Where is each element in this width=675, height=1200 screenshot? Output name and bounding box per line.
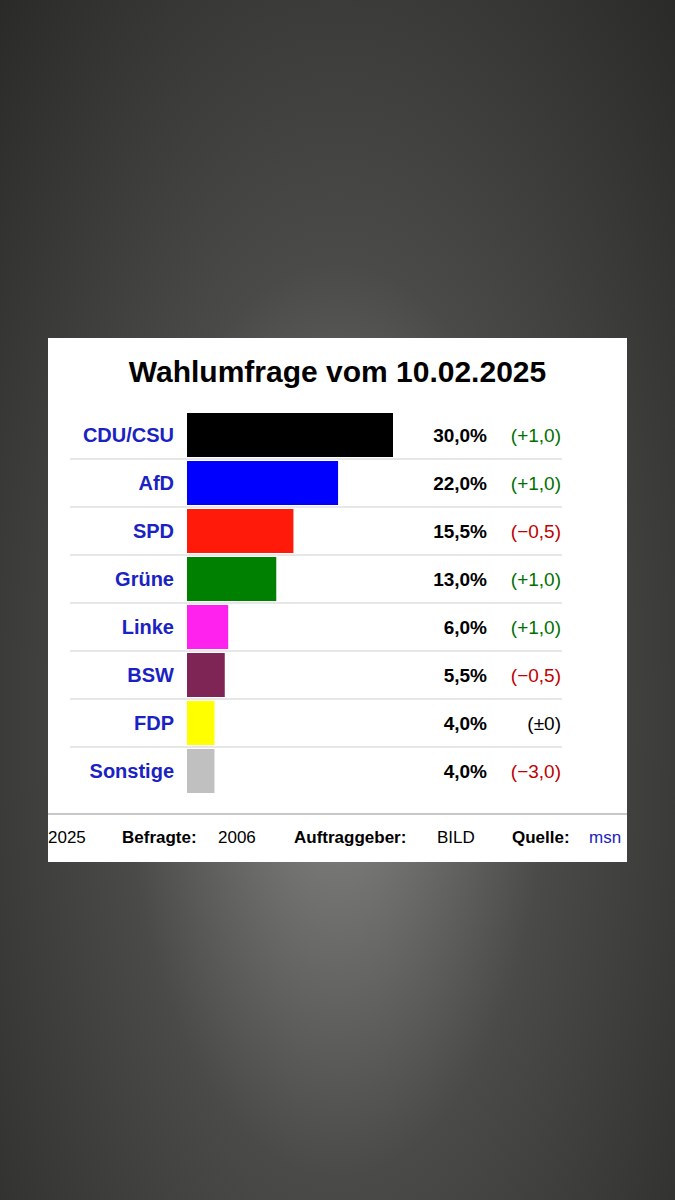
svg-text:(−0,5): (−0,5) <box>511 665 561 686</box>
html-text:2025: 2025 <box>48 828 86 847</box>
svg-text:AfD: AfD <box>138 472 174 494</box>
svg-text:FDP: FDP <box>134 712 174 734</box>
svg-text:Grüne: Grüne <box>115 568 174 590</box>
svg-text:(±0): (±0) <box>527 713 561 734</box>
svg-text:Sonstige: Sonstige <box>90 760 174 782</box>
html-text:2006: 2006 <box>218 828 256 847</box>
svg-text:13,0%: 13,0% <box>433 569 487 590</box>
svg-text:30,0%: 30,0% <box>433 425 487 446</box>
svg-text:(+1,0): (+1,0) <box>511 473 561 494</box>
svg-text:CDU/CSU: CDU/CSU <box>83 424 174 446</box>
svg-text:Linke: Linke <box>122 616 174 638</box>
html-text:msn: msn <box>589 828 622 847</box>
svg-text:BSW: BSW <box>127 664 174 686</box>
html-text:Wahlumfrage vom 10.02.2025: Wahlumfrage vom 10.02.2025 <box>128 355 547 388</box>
svg-text:4,0%: 4,0% <box>444 761 487 782</box>
svg-text:(−3,0): (−3,0) <box>511 761 561 782</box>
svg-text:5,5%: 5,5% <box>444 665 487 686</box>
svg-text:6,0%: 6,0% <box>444 617 487 638</box>
svg-text:(+1,0): (+1,0) <box>511 569 561 590</box>
svg-text:(+1,0): (+1,0) <box>511 425 561 446</box>
svg-text:(−0,5): (−0,5) <box>511 521 561 542</box>
svg-text:SPD: SPD <box>133 520 174 542</box>
svg-text:22,0%: 22,0% <box>433 473 487 494</box>
svg-text:(+1,0): (+1,0) <box>511 617 561 638</box>
svg-text:15,5%: 15,5% <box>433 521 487 542</box>
html-text:Befragte:: Befragte: <box>122 828 197 847</box>
svg-text:4,0%: 4,0% <box>444 713 487 734</box>
html-text:Quelle:: Quelle: <box>512 828 570 847</box>
html-text:Auftraggeber:: Auftraggeber: <box>294 828 407 847</box>
html-text:BILD: BILD <box>437 828 475 847</box>
